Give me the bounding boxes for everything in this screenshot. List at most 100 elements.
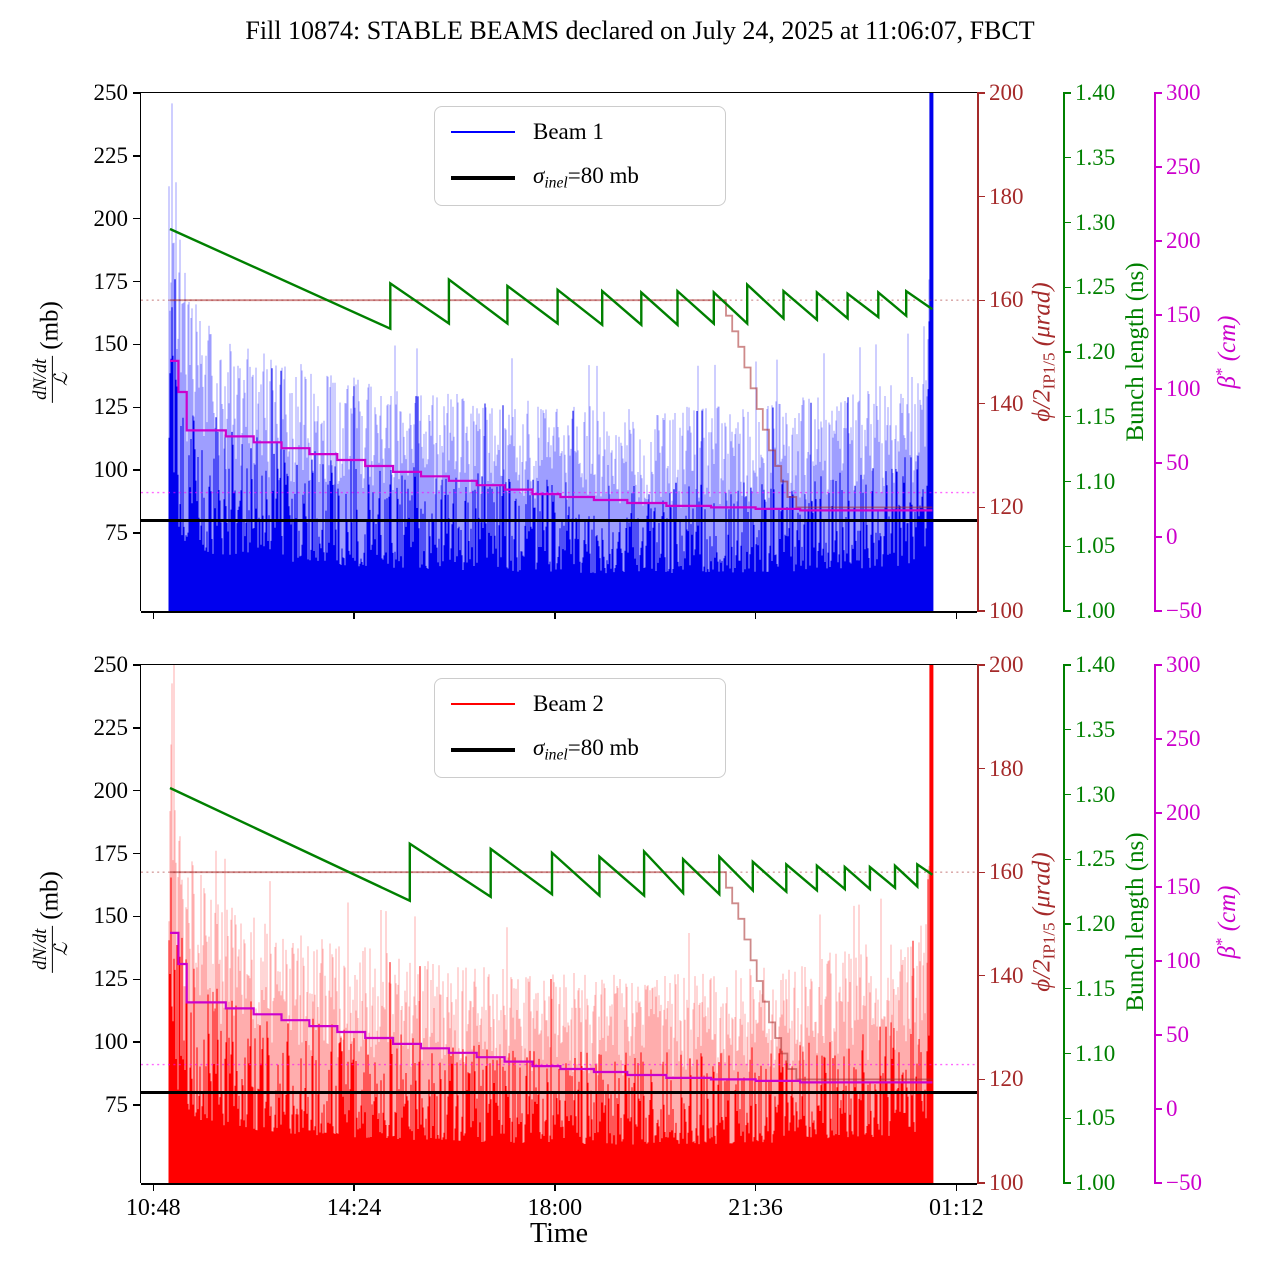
beam1-rate-tick: [133, 532, 141, 534]
beam2-crossing-tick: [977, 871, 985, 873]
beam1-rate-tick: [133, 155, 141, 157]
beam2-bunch-tick-label: 1.30: [1075, 781, 1116, 807]
ylabel-crossing-bottom: ϕ/2IP1/5 (μrad): [1028, 852, 1059, 992]
beam2-bunch-tick-label: 1.25: [1075, 846, 1116, 872]
x-tick-label: 18:00: [527, 1195, 583, 1221]
ylabel-bunch-bottom: Bunch length (ns): [1122, 832, 1149, 1012]
beam2-beta-tick: [1154, 1034, 1162, 1036]
beam1-crossing-tick: [977, 403, 985, 405]
beam1-rate-noise-dark: [168, 279, 933, 611]
beam1-rate-tick: [133, 92, 141, 94]
beam1-beta-tick-label: −50: [1166, 598, 1202, 623]
beam1-panel: Beam 1 σinel=80 mb: [141, 93, 977, 611]
beam1-rate-tick: [133, 469, 141, 471]
beam2-beta-star-steps: [170, 931, 933, 1084]
beam2-bunch-tick-label: 1.20: [1075, 911, 1116, 936]
beam2-bunch-tick-label: 1.10: [1075, 1040, 1116, 1066]
beam2-end-spike: [929, 665, 934, 1183]
beam1-bunch-tick: [1063, 351, 1071, 353]
beam2-panel: Beam 2 σinel=80 mb: [141, 665, 977, 1183]
beam1-bunch-tick: [1063, 286, 1071, 288]
beam2-rate-tick: [133, 852, 141, 855]
beam1-plot-canvas: [141, 93, 977, 611]
beam2-rate-tick-label: 200: [93, 777, 129, 803]
beam2-x-tick: [554, 1183, 556, 1191]
beam2-crossing-tick: [977, 975, 985, 977]
beam2-crossing-tick-label: 160: [989, 859, 1024, 885]
beam1-bunch-tick: [1063, 221, 1071, 224]
legend-row-sigma: σinel=80 mb: [451, 163, 709, 193]
ylabel-beta-bottom: β* (cm): [1212, 885, 1241, 959]
beam2-rate-tick-label: 100: [93, 1029, 129, 1055]
beam1-top-spine: [141, 91, 977, 93]
sigma-legend-label: σinel=80 mb: [533, 735, 639, 764]
ylabel-crossing-top: ϕ/2IP1/5 (μrad): [1028, 282, 1059, 422]
beam2-bunch-tick-label: 1.05: [1075, 1105, 1116, 1131]
beam2-x-tick: [754, 1183, 757, 1191]
beam1-end-spike: [929, 93, 934, 611]
rate-fraction: dN/dt ℒ: [31, 925, 72, 973]
beam2-beta-tick: [1154, 664, 1162, 666]
beam1-bunch-tick: [1063, 157, 1071, 159]
beam1-x-tick: [955, 611, 958, 619]
x-tick-label: 14:24: [326, 1195, 382, 1221]
ylabel-bunch-top: Bunch length (ns): [1122, 262, 1149, 442]
beam2-rate-tick-label: 175: [93, 840, 129, 866]
beam1-legend-label: Beam 1: [533, 119, 604, 144]
beam2-rate-tick: [133, 727, 141, 729]
beam1-x-tick: [754, 611, 757, 619]
beam1-x-tick: [152, 611, 154, 619]
beam2-beta-tick: [1154, 1182, 1162, 1184]
x-tick-label: 10:48: [125, 1195, 181, 1221]
beam1-bunch-tick: [1063, 545, 1071, 547]
beam2-bunch-tick: [1063, 729, 1071, 731]
beam2-rate-tick: [133, 664, 141, 666]
beam2-plot-canvas: [141, 665, 977, 1183]
beam2-beta-tick-label: 150: [1166, 874, 1201, 899]
beam1-beta-tick: [1154, 388, 1162, 390]
xlabel-time: Time: [529, 1218, 589, 1249]
beam2-rate-tick: [133, 978, 141, 980]
beam2-x-tick: [152, 1183, 154, 1191]
beam2-bunch-tick-label: 1.00: [1075, 1170, 1116, 1195]
beam2-bunch-tick: [1063, 988, 1071, 990]
beam1-crossing-tick-label: 160: [989, 287, 1024, 313]
beam1-bunch-tick-label: 1.40: [1075, 80, 1116, 105]
beam2-bunch-tick-label: 1.35: [1075, 716, 1116, 742]
beam2-crossing-tick: [977, 664, 985, 666]
beam1-bottom-spine: [141, 611, 977, 613]
beam1-beta-spine: [1154, 93, 1156, 611]
beam2-crossing-tick-label: 200: [989, 652, 1024, 677]
beam1-x-tick: [554, 611, 556, 619]
beam1-bunch-tick-label: 1.10: [1075, 468, 1116, 494]
beam1-bunch-tick: [1063, 480, 1071, 483]
beam1-crossing-tick: [977, 506, 985, 509]
beam2-rate-tick-label: 250: [93, 652, 129, 677]
ylabel-rate-top: dN/dt ℒ (mb): [31, 301, 72, 403]
beam1-crossing-tick-label: 200: [989, 80, 1024, 105]
beam1-bunch-tick-label: 1.25: [1075, 274, 1116, 300]
beam1-legend: Beam 1 σinel=80 mb: [434, 106, 726, 206]
legend-row-sigma: σinel=80 mb: [451, 735, 709, 765]
beam2-beta-tick: [1154, 812, 1162, 814]
beam1-rate-tick: [133, 218, 141, 220]
beam1-bunch-tick-label: 1.20: [1075, 339, 1116, 364]
beam1-beta-tick-label: 100: [1166, 376, 1201, 401]
beam2-x-tick: [955, 1183, 958, 1191]
beam2-bunch-tick: [1063, 1117, 1071, 1119]
beam1-bunch-tick: [1063, 610, 1071, 612]
beam1-beta-tick-label: 150: [1166, 302, 1201, 327]
beam2-beta-tick-label: 0: [1166, 1096, 1178, 1121]
beam1-crossing-tick: [977, 610, 985, 612]
beam2-beta-tick: [1154, 960, 1162, 962]
beam2-bunch-tick: [1063, 923, 1071, 925]
beam2-bunch-tick: [1063, 664, 1071, 666]
beam1-rate-tick-label: 200: [93, 205, 129, 231]
beam2-rate-noise-dark: [168, 742, 933, 1183]
beam2-bunch-tick-label: 1.40: [1075, 652, 1116, 677]
beam2-legend: Beam 2 σinel=80 mb: [434, 678, 726, 778]
beam1-beta-tick: [1154, 536, 1162, 538]
x-tick-label: 21:36: [728, 1195, 783, 1221]
beam1-beta-tick: [1154, 462, 1162, 464]
beam2-crossing-tick-label: 120: [989, 1066, 1024, 1092]
